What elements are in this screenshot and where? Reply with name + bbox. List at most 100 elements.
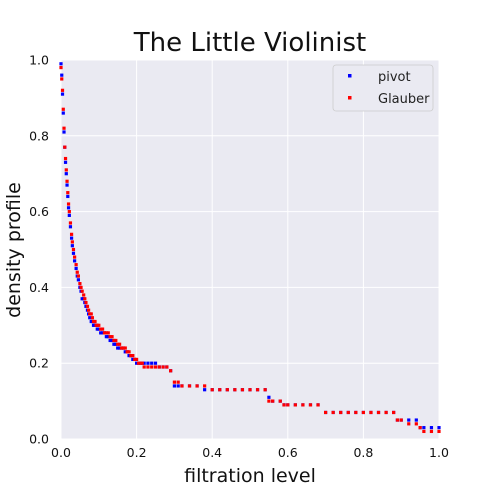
glauber-point: [65, 179, 69, 183]
pivot-point: [267, 395, 271, 399]
glauber-point: [63, 145, 67, 149]
pivot-point: [104, 335, 108, 339]
pivot-point: [422, 426, 426, 430]
glauber-point: [99, 327, 103, 331]
glauber-point: [76, 274, 80, 278]
glauber-point: [422, 429, 426, 434]
glauber-point: [210, 388, 214, 392]
glauber-point: [161, 365, 165, 369]
glauber-point: [255, 388, 260, 392]
glauber-point: [125, 350, 129, 354]
glauber-point: [64, 168, 68, 172]
glauber-point: [138, 361, 142, 365]
glauber-point: [153, 365, 158, 369]
y-tick-label: 0.4: [29, 280, 49, 295]
glauber-point: [331, 410, 335, 415]
glauber-point: [240, 388, 245, 392]
glauber-point: [429, 429, 434, 434]
pivot-point: [69, 236, 74, 240]
glauber-point: [129, 354, 133, 358]
legend-box: [332, 64, 434, 112]
plot-background: [61, 60, 439, 439]
glauber-point: [165, 365, 169, 369]
x-axis-label: filtration level: [184, 465, 316, 487]
pivot-point: [414, 418, 418, 422]
pivot-point: [116, 346, 120, 350]
legend-label-pivot: pivot: [378, 70, 411, 85]
glauber-point: [225, 388, 229, 392]
y-tick-label: 0.2: [29, 356, 49, 371]
glauber-point: [119, 346, 124, 350]
glauber-point: [59, 65, 63, 70]
glauber-point: [66, 191, 70, 195]
glauber-point: [73, 255, 77, 259]
legend-marker-pivot: [348, 74, 352, 78]
glauber-point: [70, 240, 74, 244]
pivot-point: [153, 361, 158, 365]
pivot-point: [68, 225, 73, 229]
y-tick-labels: 0.0 0.2 0.4 0.6 0.8 1.0: [29, 53, 49, 447]
glauber-point: [346, 410, 350, 415]
glauber-point: [172, 380, 176, 384]
glauber-point: [395, 418, 400, 422]
glauber-point: [324, 410, 328, 415]
y-tick-label: 0.8: [29, 128, 49, 143]
pivot-point: [76, 278, 80, 282]
glauber-point: [133, 357, 137, 362]
glauber-point: [392, 410, 396, 415]
pivot-point: [135, 361, 139, 365]
glauber-point: [63, 156, 68, 161]
glauber-point: [131, 354, 135, 358]
x-tick-label: 0.8: [353, 445, 373, 460]
pivot-point: [60, 73, 64, 77]
glauber-point: [136, 361, 141, 365]
glauber-point: [169, 369, 173, 373]
glauber-point: [106, 331, 110, 335]
glauber-point: [278, 399, 282, 403]
glauber-point: [316, 403, 320, 407]
glauber-point: [100, 327, 105, 331]
pivot-point: [407, 418, 411, 422]
glauber-point: [83, 297, 87, 301]
glauber-point: [150, 365, 154, 369]
glauber-point: [157, 365, 161, 369]
glauber-point: [195, 384, 199, 388]
glauber-point: [60, 77, 64, 81]
glauber-point: [140, 361, 144, 365]
glauber-point: [97, 323, 101, 327]
glauber-point: [176, 380, 180, 384]
glauber-point: [84, 300, 88, 305]
legend-label-glauber: Glauber: [378, 92, 430, 107]
pivot-point: [88, 316, 92, 320]
pivot-point: [71, 251, 76, 255]
pivot-point: [97, 327, 101, 331]
glauber-point: [71, 247, 76, 252]
pivot-point: [62, 130, 66, 134]
glauber-point: [286, 403, 290, 407]
glauber-point: [146, 365, 150, 369]
glauber-point: [104, 331, 108, 335]
glauber-point: [187, 384, 192, 388]
glauber-point: [301, 403, 305, 407]
glauber-point: [89, 312, 93, 316]
pivot-point: [114, 342, 118, 346]
pivot-point: [108, 338, 112, 343]
glauber-point: [437, 429, 441, 434]
glauber-point: [68, 221, 73, 225]
glauber-point: [308, 403, 313, 407]
pivot-point: [142, 361, 146, 365]
glauber-point: [114, 338, 118, 343]
glauber-point: [135, 357, 139, 362]
legend-marker-glauber: [348, 96, 352, 100]
glauber-point: [418, 426, 422, 430]
x-tick-labels: 0.0 0.2 0.4 0.6 0.8 1.0: [51, 445, 449, 460]
glauber-point: [66, 202, 71, 206]
glauber-point: [233, 388, 237, 392]
glauber-point: [180, 384, 184, 388]
glauber-point: [79, 285, 83, 289]
glauber-point: [248, 388, 252, 392]
pivot-point: [127, 354, 131, 358]
glauber-point: [60, 88, 65, 92]
pivot-point: [106, 335, 110, 339]
